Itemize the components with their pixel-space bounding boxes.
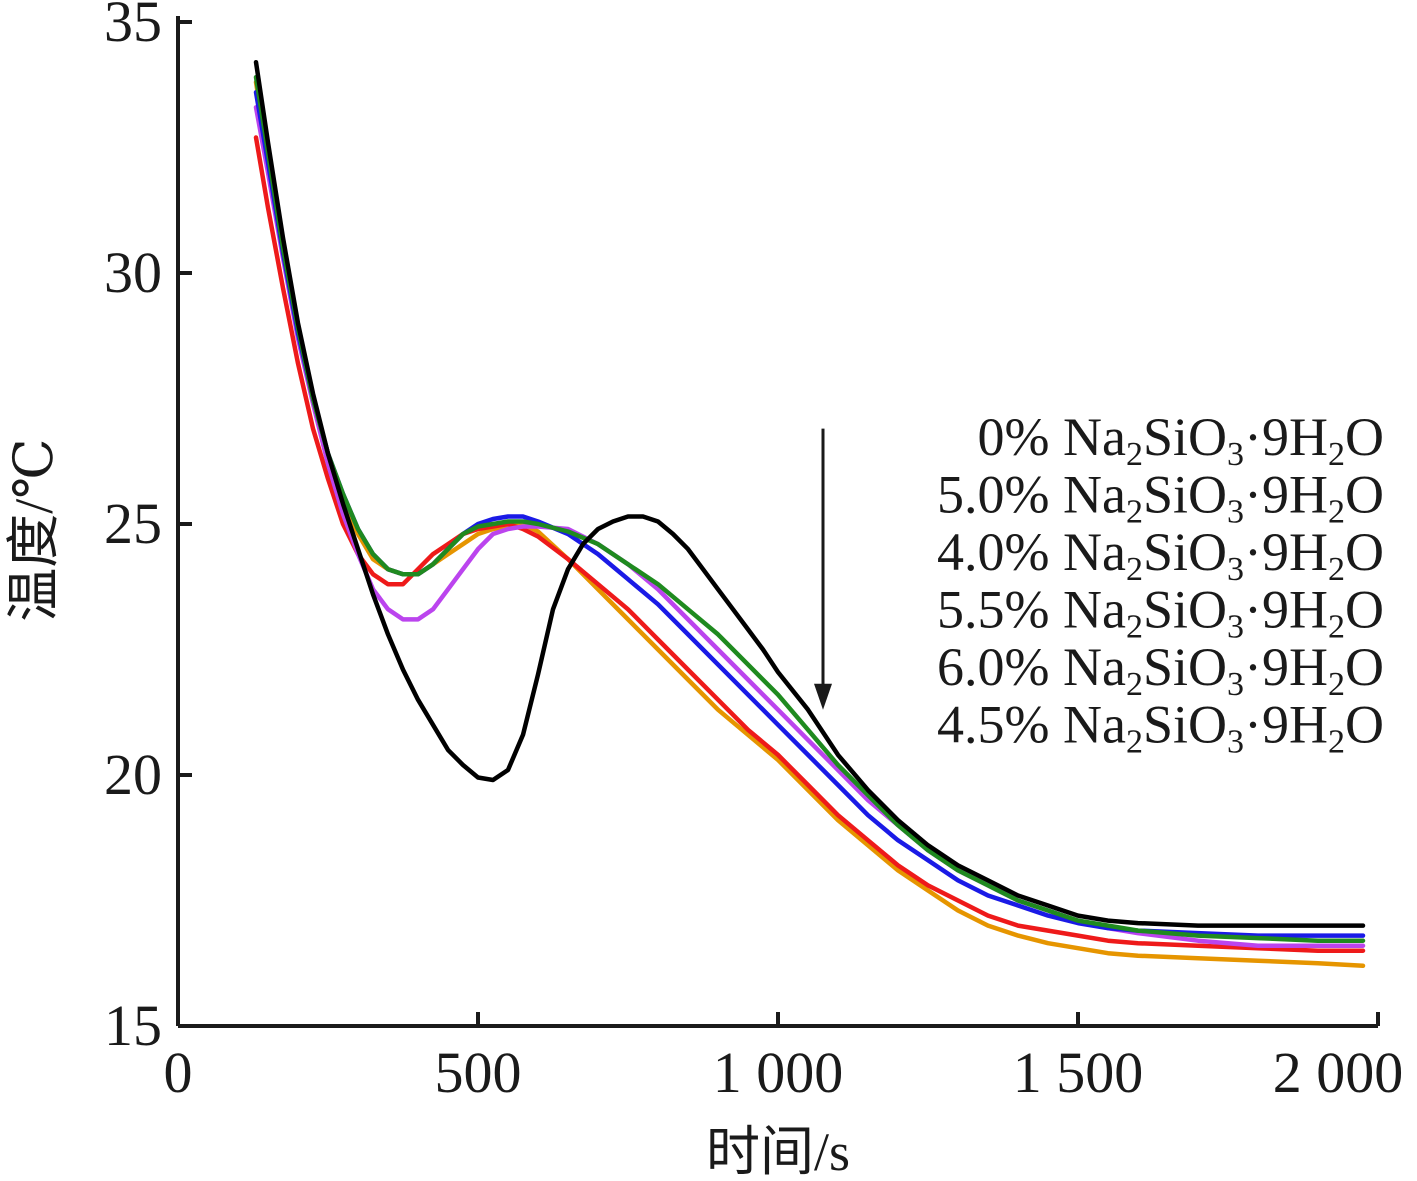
legend-formula-part: 3 <box>1227 666 1244 703</box>
legend-prefix: 6.0% <box>937 637 1063 697</box>
legend-formula-part: SiO <box>1143 465 1227 525</box>
legend-formula-part: 2 <box>1328 494 1345 531</box>
legend-formula-part: 2 <box>1126 666 1143 703</box>
legend-entry: 0% Na2SiO3·9H2O <box>978 407 1384 473</box>
legend-formula-part: ·9H <box>1244 637 1328 697</box>
legend-formula-part: O <box>1345 580 1384 640</box>
legend-formula-part: 2 <box>1126 724 1143 761</box>
legend-formula-part: 2 <box>1126 436 1143 473</box>
legend-formula-part: Na <box>1063 522 1126 582</box>
y-tick-label: 35 <box>104 0 162 54</box>
legend-formula-part: 3 <box>1227 724 1244 761</box>
annotation-arrow-head <box>814 683 832 710</box>
legend-formula-part: ·9H <box>1244 407 1328 467</box>
x-tick-label: 0 <box>164 1040 193 1105</box>
y-axis-title: 温度/℃ <box>4 438 64 621</box>
legend-formula-part: ·9H <box>1244 465 1328 525</box>
y-tick-label: 30 <box>104 240 162 305</box>
series-line-0 <box>253 59 1366 928</box>
legend-formula-part: 3 <box>1227 609 1244 646</box>
legend-formula-part: ·9H <box>1244 580 1328 640</box>
legend-formula-part: ·9H <box>1244 522 1328 582</box>
series-layer <box>253 59 1366 969</box>
legend-formula-part: ·9H <box>1244 695 1328 755</box>
legend-entry: 5.0% Na2SiO3·9H2O <box>937 465 1384 531</box>
legend-prefix: 4.5% <box>937 695 1063 755</box>
legend-formula-part: 2 <box>1328 724 1345 761</box>
series-line-1 <box>253 74 1366 943</box>
legend-entry: 6.0% Na2SiO3·9H2O <box>937 637 1384 703</box>
x-axis-title: 时间/s <box>706 1122 850 1181</box>
y-tick-label: 25 <box>104 491 162 556</box>
legend-entry: 5.5% Na2SiO3·9H2O <box>937 580 1384 646</box>
legend-formula-part: O <box>1345 465 1384 525</box>
legend-formula-part: Na <box>1063 580 1126 640</box>
legend-formula-part: 2 <box>1126 494 1143 531</box>
legend-formula-part: 3 <box>1227 436 1244 473</box>
series-line-5 <box>253 79 1366 969</box>
legend-formula-part: SiO <box>1143 580 1227 640</box>
x-tick-label: 1 000 <box>713 1040 844 1105</box>
legend-formula-part: O <box>1345 407 1384 467</box>
legend-formula-part: Na <box>1063 695 1126 755</box>
legend-formula-part: 2 <box>1126 609 1143 646</box>
legend-prefix: 5.0% <box>937 465 1063 525</box>
annotation-layer <box>814 428 832 710</box>
legend-formula-part: 2 <box>1328 436 1345 473</box>
legend-formula-part: SiO <box>1143 637 1227 697</box>
legend-formula-part: O <box>1345 637 1384 697</box>
legend-formula-part: SiO <box>1143 407 1227 467</box>
legend-prefix: 5.5% <box>937 580 1063 640</box>
legend-entry: 4.5% Na2SiO3·9H2O <box>937 695 1384 761</box>
y-tick-label: 15 <box>104 993 162 1058</box>
legend-formula-part: 2 <box>1328 551 1345 588</box>
legend-prefix: 0% <box>978 407 1063 467</box>
legend-formula-part: O <box>1345 695 1384 755</box>
legend-formula-part: Na <box>1063 465 1126 525</box>
axes: 15 20 25 30 35 0 500 1 000 1 500 2 000 <box>104 0 1403 1105</box>
x-tick-label: 2 000 <box>1273 1040 1404 1105</box>
legend-formula-part: 2 <box>1126 551 1143 588</box>
legend-formula-part: O <box>1345 522 1384 582</box>
legend-prefix: 4.0% <box>937 522 1063 582</box>
legend-entry: 4.0% Na2SiO3·9H2O <box>937 522 1384 588</box>
legend-formula-part: 2 <box>1328 609 1345 646</box>
legend-formula-part: 3 <box>1227 494 1244 531</box>
legend-formula-part: 3 <box>1227 551 1244 588</box>
x-tick-label: 1 500 <box>1013 1040 1144 1105</box>
y-tick-label: 20 <box>104 742 162 807</box>
legend-formula-part: Na <box>1063 407 1126 467</box>
legend-formula-part: 2 <box>1328 666 1345 703</box>
legend-formula-part: SiO <box>1143 522 1227 582</box>
legend-formula-part: SiO <box>1143 695 1227 755</box>
x-tick-label: 500 <box>435 1040 522 1105</box>
legend-formula-part: Na <box>1063 637 1126 697</box>
